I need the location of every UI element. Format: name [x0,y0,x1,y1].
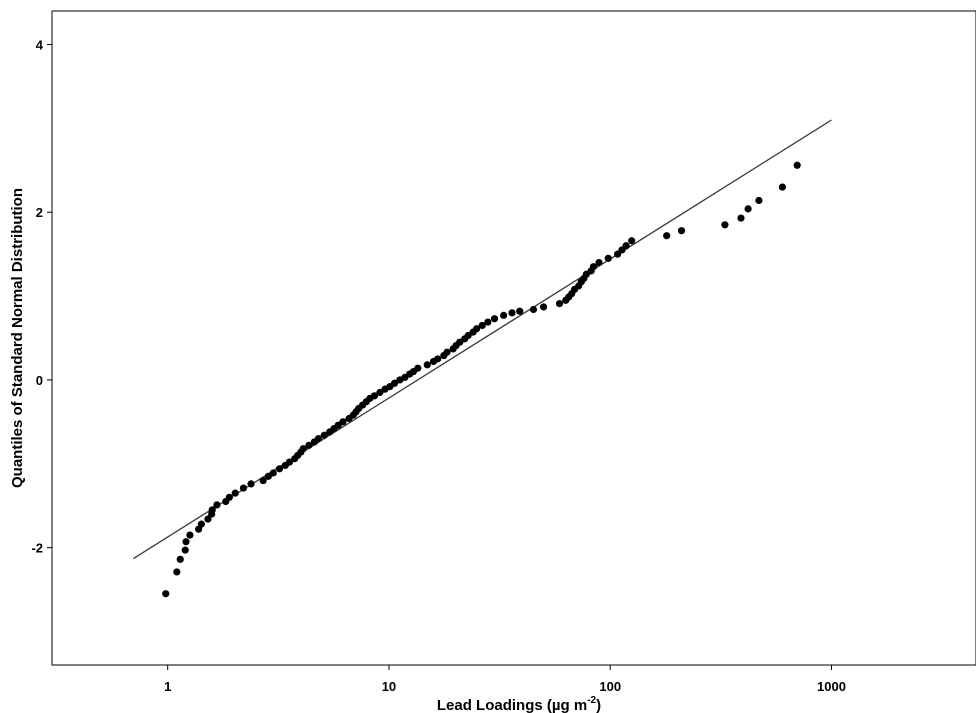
data-point [744,205,752,213]
data-point [628,237,636,245]
data-point [305,441,313,449]
data-point [285,458,294,466]
data-point [423,361,431,369]
data-point [755,196,763,205]
x-tick-label: 100 [599,679,621,694]
data-point [622,242,630,250]
y-tick-label: 4 [36,38,44,53]
data-point [500,311,508,319]
data-point [339,418,347,426]
data-point [173,568,181,576]
data-point [181,546,189,554]
y-tick-label: -2 [31,541,43,556]
x-tick-label: 1 [164,679,171,694]
y-axis-title: Quantiles of Standard Normal Distributio… [9,188,26,488]
data-point [208,506,216,514]
data-point [473,325,481,333]
x-axis-ticks: 1 10 100 1000 [164,665,846,694]
data-point [721,221,729,229]
data-point [737,214,745,222]
data-point [508,309,516,317]
data-point [259,476,267,485]
data-point [186,531,194,539]
data-point [793,161,801,169]
data-point [231,489,239,497]
data-point [516,307,524,315]
data-point [595,258,603,267]
x-axis-title: Lead Loadings (µg m-2) [437,695,601,713]
data-point [478,321,486,330]
data-point [778,183,786,191]
data-point [299,445,307,453]
data-point [275,465,284,473]
y-tick-label: 0 [36,373,43,388]
data-point [414,364,422,372]
data-point [490,315,499,323]
data-point [204,515,212,523]
y-tick-label: 2 [36,205,43,220]
data-point [390,379,399,387]
data-point [225,493,233,501]
data-point [484,318,492,326]
data-point [314,435,323,443]
data-point [213,501,221,509]
data-point [529,305,538,314]
x-tick-label: 1000 [817,679,846,694]
data-point [239,484,248,492]
data-point [182,538,190,546]
data-point [370,392,379,400]
data-point [589,263,598,271]
data-point [663,232,671,240]
data-point [604,254,612,262]
data-point [434,355,442,363]
data-points [162,161,801,598]
data-point [376,388,384,397]
data-point [677,227,686,235]
x-tick-label: 10 [382,679,396,694]
y-axis-ticks: 4 2 0 -2 [31,38,52,556]
data-point [540,303,548,311]
data-point [443,348,451,356]
data-point [320,431,328,439]
data-point [162,590,170,598]
data-point [555,300,564,308]
data-point [176,555,184,563]
data-point [247,480,255,488]
data-point [197,520,205,528]
data-point [269,469,277,477]
plot-frame [51,10,976,666]
